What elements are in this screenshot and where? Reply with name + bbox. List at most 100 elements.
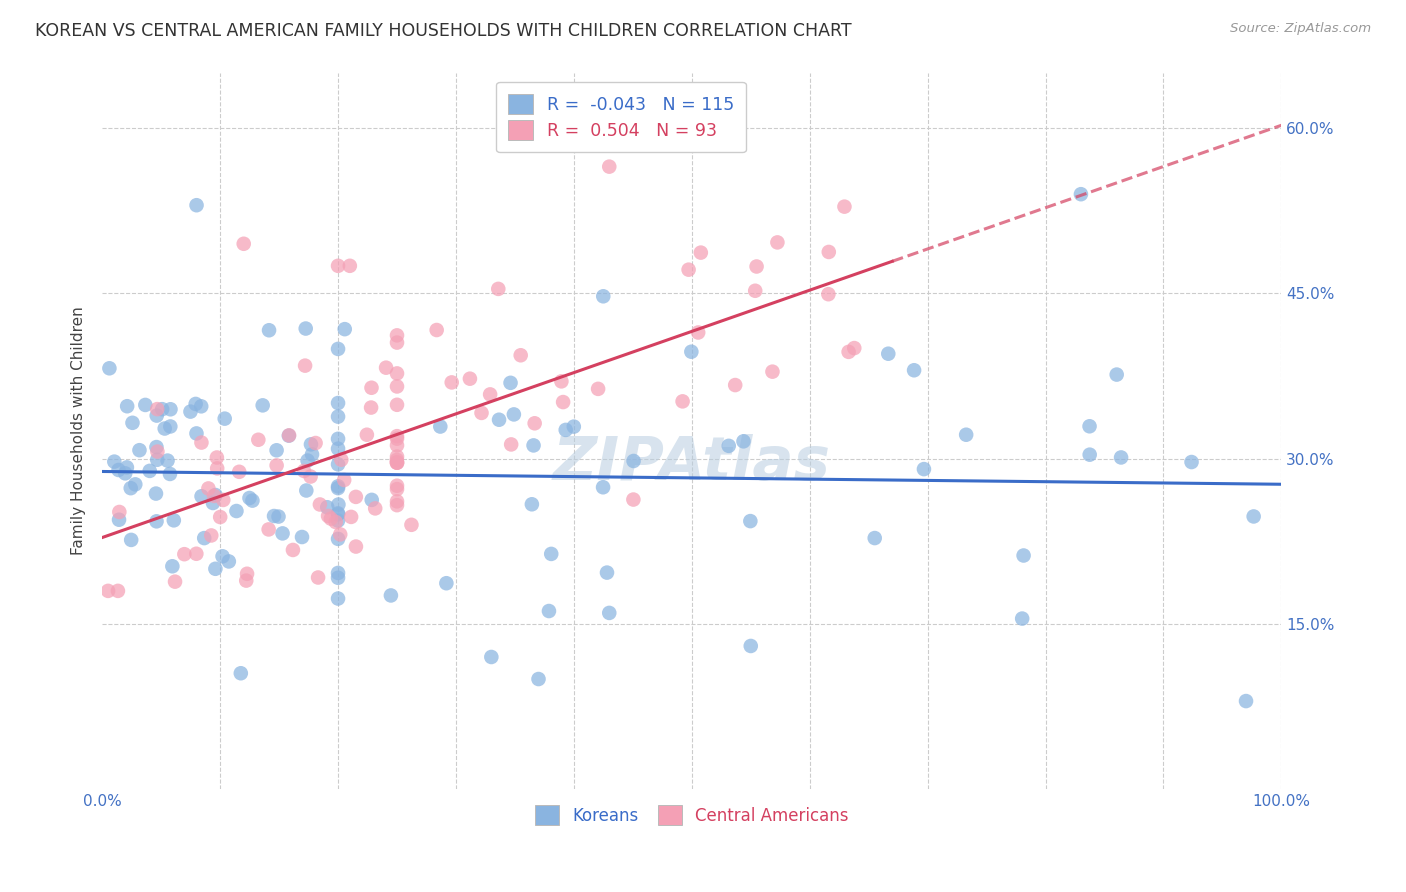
Text: KOREAN VS CENTRAL AMERICAN FAMILY HOUSEHOLDS WITH CHILDREN CORRELATION CHART: KOREAN VS CENTRAL AMERICAN FAMILY HOUSEH… [35,22,852,40]
Point [236,566,259,581]
Point [162,559,184,574]
Point [150,402,173,417]
Point [163,574,186,589]
Point [509,348,531,362]
Point [426,323,449,337]
Point [98,361,121,376]
Y-axis label: Family Households with Children: Family Households with Children [72,307,86,556]
Point [537,604,560,618]
Point [159,467,181,481]
Point [540,547,562,561]
Point [671,394,693,409]
Point [340,509,363,524]
Point [385,456,408,470]
Point [380,589,402,603]
Point [1078,419,1101,434]
Point [429,419,451,434]
Point [344,490,367,504]
Point [202,489,225,503]
Point [326,396,349,410]
Point [307,570,329,584]
Point [235,574,257,588]
Point [145,486,167,500]
Point [145,409,167,423]
Point [596,566,619,580]
Point [159,402,181,417]
Point [592,289,614,303]
Point [385,438,408,452]
Point [281,543,304,558]
Point [124,477,146,491]
Point [360,381,382,395]
Point [550,375,572,389]
Point [232,236,254,251]
Point [190,435,212,450]
Point [146,402,169,417]
Point [257,323,280,337]
Point [326,508,349,522]
Point [120,533,142,547]
Point [190,489,212,503]
Point [385,479,408,493]
Point [297,453,319,467]
Point [621,492,644,507]
Point [553,395,575,409]
Point [499,376,522,390]
Point [121,416,143,430]
Point [838,344,860,359]
Point [326,479,349,493]
Point [1078,448,1101,462]
Point [333,473,356,487]
Point [688,326,710,340]
Point [134,398,156,412]
Point [107,463,129,477]
Point [733,434,755,449]
Point [238,491,260,505]
Point [344,540,367,554]
Point [522,438,544,452]
Point [385,456,408,470]
Point [108,513,131,527]
Point [863,531,886,545]
Point [598,606,620,620]
Point [817,244,839,259]
Point [598,160,620,174]
Point [257,523,280,537]
Point [458,372,481,386]
Point [330,452,353,467]
Point [488,413,510,427]
Point [912,462,935,476]
Point [115,460,138,475]
Point [434,576,457,591]
Point [326,514,349,528]
Point [326,506,349,520]
Point [1243,509,1265,524]
Point [834,200,856,214]
Point [193,531,215,545]
Point [146,444,169,458]
Point [375,360,398,375]
Point [163,513,186,527]
Point [295,483,318,498]
Point [211,549,233,564]
Point [385,498,408,512]
Point [903,363,925,377]
Point [319,511,342,525]
Point [186,547,208,561]
Point [356,427,378,442]
Point [294,321,316,335]
Point [266,443,288,458]
Point [301,447,323,461]
Point [1105,368,1128,382]
Point [292,464,315,478]
Point [385,453,408,467]
Point [186,198,208,212]
Point [97,583,120,598]
Point [360,492,382,507]
Point [470,406,492,420]
Point [740,514,762,528]
Point [205,461,228,475]
Point [267,509,290,524]
Point [326,571,349,585]
Point [385,379,408,393]
